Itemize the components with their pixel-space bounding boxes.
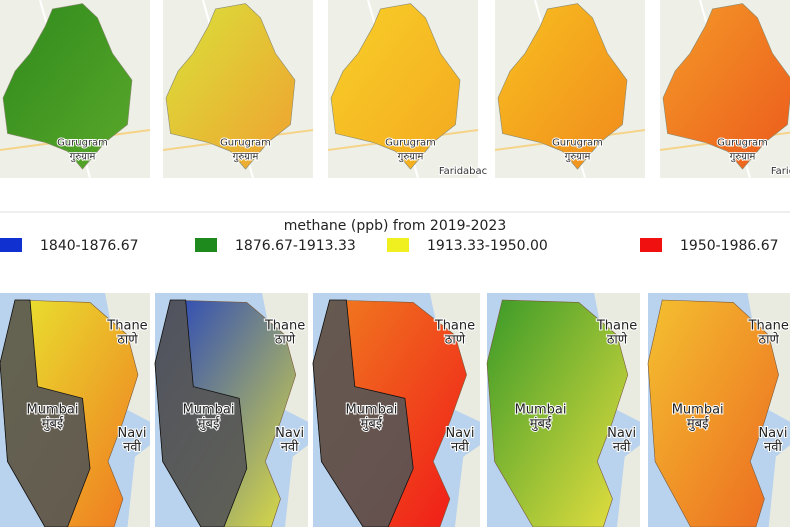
land <box>285 445 308 527</box>
place-label: Mumbai <box>345 403 397 418</box>
place-label: Mumbai <box>27 403 79 418</box>
place-label: Mumbai <box>515 403 567 418</box>
place-label: Gurugram <box>220 137 271 148</box>
place-label: Thane <box>596 318 637 333</box>
place-label: Navi <box>118 426 147 441</box>
region <box>2 3 133 170</box>
legend-swatch <box>640 238 662 252</box>
region <box>486 299 629 527</box>
legend-label: 1913.33-1950.00 <box>427 238 548 254</box>
place-label: नवी <box>281 439 299 455</box>
place-label: ठाणे <box>759 331 780 347</box>
land <box>617 445 640 527</box>
place-label: Thane <box>748 318 789 333</box>
ward-overlay <box>154 299 248 527</box>
place-label: गुरुग्राम <box>70 152 97 163</box>
place-label: गुरुग्राम <box>398 152 425 163</box>
land <box>454 445 480 527</box>
legend-label: 1840-1876.67 <box>40 238 139 254</box>
place-label: Faridabac <box>439 166 487 177</box>
place-label: ठाणे <box>445 331 466 347</box>
legend-swatch <box>0 238 22 252</box>
land <box>768 445 790 527</box>
place-label: नवी <box>451 439 469 455</box>
place-label: Mumbai <box>183 403 235 418</box>
place-label: ठाणे <box>275 331 296 347</box>
place-label: Navi <box>758 426 787 441</box>
legend-label: 1876.67-1913.33 <box>235 238 356 254</box>
place-label: नवी <box>613 439 631 455</box>
region <box>165 3 296 170</box>
region <box>330 3 461 170</box>
place-label: Gurugram <box>717 137 768 148</box>
place-label: नवी <box>764 439 782 455</box>
place-label: गुरुग्राम <box>730 152 757 163</box>
ward-overlay <box>312 299 414 527</box>
ward-overlay <box>0 299 91 527</box>
place-label: Gurugram <box>552 137 603 148</box>
place-label: Faridabac <box>771 166 790 177</box>
place-label: ठाणे <box>117 331 138 347</box>
region <box>662 3 790 170</box>
place-label: मुंबई <box>687 416 710 432</box>
place-label: Thane <box>264 318 305 333</box>
place-label: Navi <box>607 426 636 441</box>
place-label: गुरुग्राम <box>565 152 592 163</box>
region <box>497 3 628 170</box>
place-label: Gurugram <box>385 137 436 148</box>
land <box>127 445 150 527</box>
place-label: Thane <box>434 318 475 333</box>
legend-title: methane (ppb) from 2019-2023 <box>284 218 507 234</box>
legend-swatch <box>387 238 409 252</box>
place-label: मुंबई <box>198 416 221 432</box>
place-label: Thane <box>106 318 147 333</box>
place-label: ठाणे <box>607 331 628 347</box>
place-label: Mumbai <box>672 403 724 418</box>
place-label: मुंबई <box>361 416 384 432</box>
place-label: मुंबई <box>42 416 65 432</box>
place-label: मुंबई <box>530 416 553 432</box>
place-label: नवी <box>123 439 141 455</box>
region <box>647 299 779 527</box>
legend-label: 1950-1986.67 <box>680 238 779 254</box>
place-label: Navi <box>445 426 474 441</box>
place-label: Gurugram <box>57 137 108 148</box>
legend-swatch <box>195 238 217 252</box>
place-label: गुरुग्राम <box>233 152 260 163</box>
place-label: Navi <box>275 426 304 441</box>
